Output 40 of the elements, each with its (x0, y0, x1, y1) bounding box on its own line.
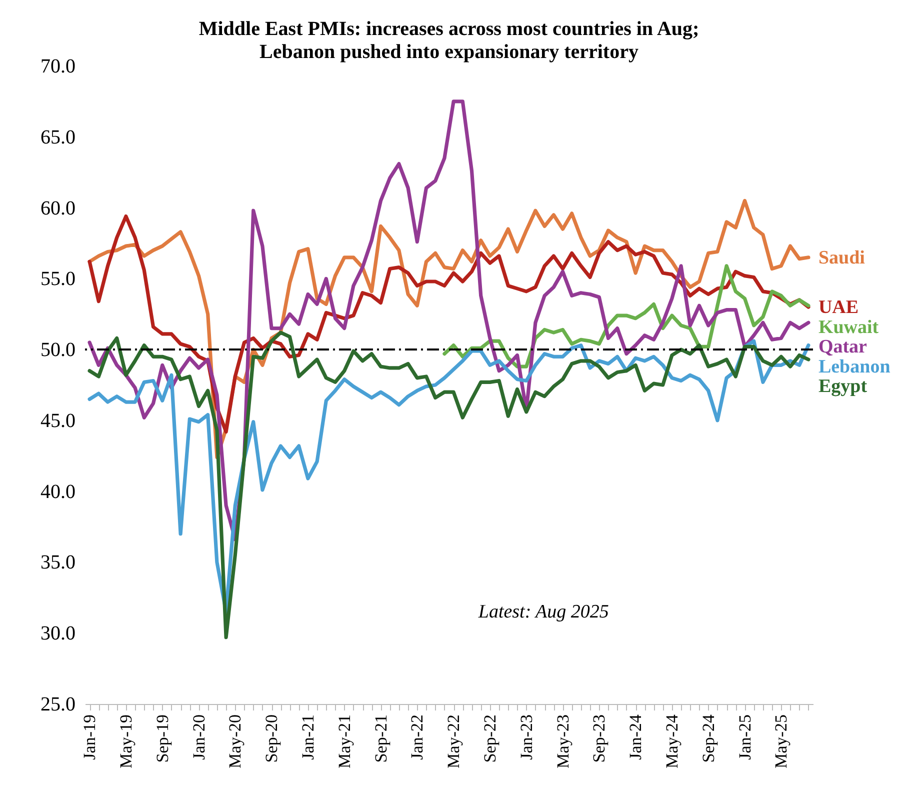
y-tick-label: 65.0 (40, 126, 76, 148)
line-series (88, 100, 810, 542)
y-tick-label: 45.0 (40, 410, 76, 432)
x-tick-label: Jan-25 (735, 714, 754, 760)
y-tick-label: 30.0 (40, 622, 76, 645)
chart-title: Middle East PMIs: increases across most countries in Aug; Lebanon pushed into expansionary territory (198, 18, 700, 63)
series-label: Qatar (818, 336, 868, 358)
series-label: Lebanon (818, 356, 891, 378)
y-tick-label: 50.0 (40, 339, 76, 362)
series-label: Saudi (818, 247, 865, 268)
y-tick-label: 40.0 (40, 480, 76, 503)
y-tick-label: 35.0 (40, 552, 76, 574)
x-tick-label: Jan-19 (80, 714, 100, 760)
x-tick-label: Sep-19 (152, 714, 172, 763)
x-tick-label: Sep-22 (480, 714, 500, 763)
series-label: UAE (818, 297, 859, 318)
x-tick-label: May-19 (116, 714, 136, 768)
x-tick-label: Sep-24 (698, 714, 718, 763)
x-tick-label: Sep-20 (262, 714, 282, 763)
line-series (442, 264, 810, 368)
y-tick-label: 25.0 (40, 694, 76, 716)
x-tick-label: May-20 (226, 714, 245, 768)
x-tick-label: May-21 (334, 714, 354, 768)
x-tick-label: Jan-21 (298, 714, 318, 760)
x-tick-label: May-25 (772, 714, 791, 768)
x-tick-label: May-22 (444, 714, 464, 768)
x-tick-label: Jan-22 (408, 714, 427, 760)
y-tick-label: 55.0 (40, 268, 76, 290)
series-label: Kuwait (818, 316, 880, 338)
annotation: Latest: Aug 2025 (477, 601, 609, 622)
x-tick-label: May-24 (662, 714, 682, 768)
x-tick-label: Jan-24 (626, 714, 646, 760)
series-label: Egypt (818, 376, 868, 398)
y-tick-label: 60.0 (40, 197, 76, 220)
x-tick-label: Jan-20 (189, 714, 208, 760)
x-tick-label: Sep-23 (590, 714, 609, 763)
x-tick-label: Sep-21 (371, 714, 390, 763)
x-tick-label: May-23 (553, 714, 572, 768)
y-tick-label: 70.0 (40, 56, 76, 78)
x-tick-label: Jan-23 (516, 714, 536, 760)
